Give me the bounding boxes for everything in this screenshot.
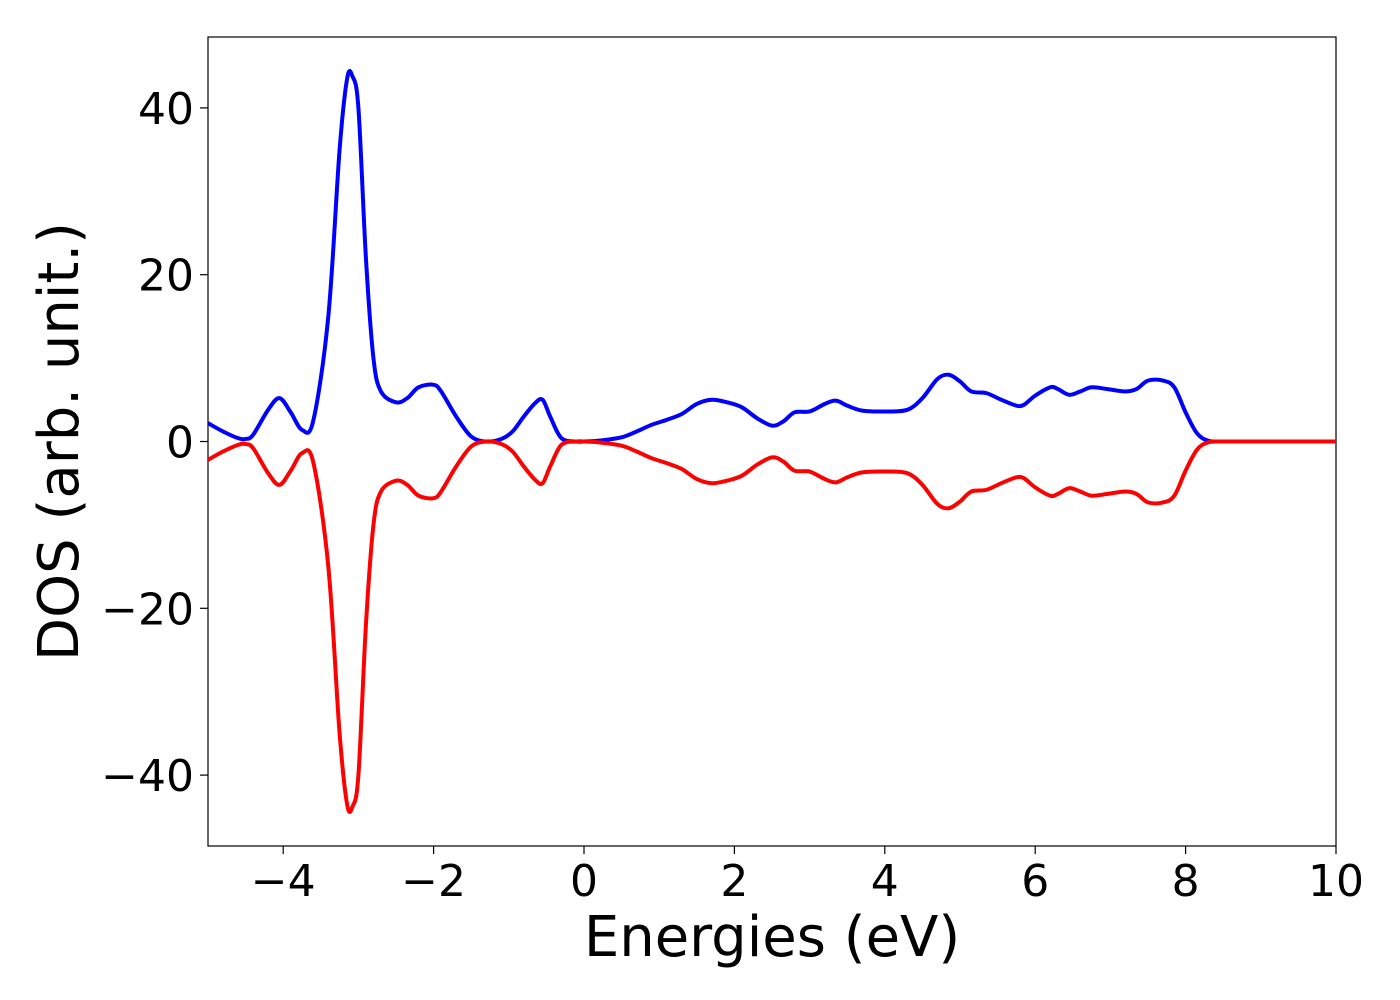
y-tick-label: −40 <box>101 751 194 802</box>
x-tick-label: 0 <box>570 856 598 907</box>
x-tick-label: −2 <box>401 856 466 907</box>
series-line-down <box>208 439 1336 814</box>
x-axis: −4 −2 0 2 4 6 8 10 <box>251 846 1364 907</box>
plot-frame <box>207 36 1337 847</box>
y-tick-label: 0 <box>166 418 194 469</box>
x-tick-label: 4 <box>871 856 899 907</box>
x-tick-label: 10 <box>1308 856 1364 907</box>
plot-area <box>207 36 1337 847</box>
y-axis-label: DOS (arb. unit.) <box>27 222 92 661</box>
x-tick-label: −4 <box>251 856 316 907</box>
series-line-up <box>208 69 1336 444</box>
series-group <box>208 69 1336 814</box>
x-tick-label: 6 <box>1021 856 1049 907</box>
y-tick-label: 40 <box>138 84 194 135</box>
y-tick-label: −20 <box>101 584 194 635</box>
x-tick-label: 2 <box>720 856 748 907</box>
y-tick-label: 20 <box>138 251 194 302</box>
y-axis: −40 −20 0 20 40 <box>101 84 208 802</box>
x-tick-label: 8 <box>1172 856 1200 907</box>
x-axis-label: Energies (eV) <box>584 905 960 970</box>
